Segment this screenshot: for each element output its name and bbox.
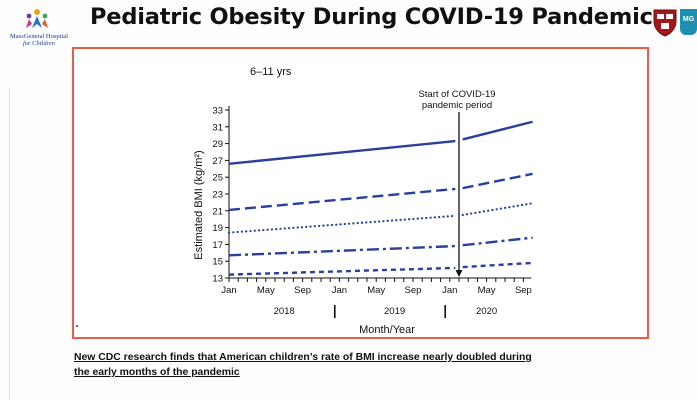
- x-tick-label: May: [478, 285, 496, 296]
- series-line-5-post: [462, 261, 533, 269]
- x-tick-label: Sep: [294, 285, 311, 296]
- footnote-line-2: the early months of the pandemic: [74, 367, 240, 378]
- y-tick-label: 13: [212, 274, 223, 285]
- y-tick-label: 15: [212, 257, 223, 268]
- logo-line-1: MassGeneral Hospital: [10, 33, 68, 40]
- mgh-logo: MG: [680, 9, 697, 35]
- page-title: Pediatric Obesity During COVID-19 Pandem…: [90, 4, 653, 30]
- series-line-1-pre: [228, 139, 456, 165]
- x-tick-label: Jan: [221, 285, 236, 296]
- harvard-shield-icon: [653, 9, 677, 37]
- series-line-3-post: [461, 202, 534, 217]
- year-label: 2020: [476, 306, 497, 317]
- series-line-2-post: [462, 172, 533, 190]
- massgeneral-logo: MassGeneral Hospital for Children: [6, 8, 68, 48]
- children-figures-icon: [26, 9, 48, 28]
- logo-line-2: for Children: [22, 40, 56, 47]
- y-tick-label: 23: [212, 190, 223, 201]
- series-line-5-pre: [228, 266, 456, 276]
- panel-label: 6–11 yrs: [250, 66, 292, 78]
- y-tick-label: 19: [212, 223, 223, 234]
- x-axis-label: Month/Year: [359, 324, 415, 336]
- y-tick-label: 25: [212, 173, 223, 184]
- y-axis-label: Estimated BMI (kg/m²): [193, 150, 205, 259]
- y-tick-label: 21: [212, 206, 223, 217]
- series-line-3-pre: [227, 214, 457, 234]
- annotation-line-1: Start of COVID-19: [418, 89, 495, 100]
- x-tick-label: Jan: [442, 285, 457, 296]
- pandemic-marker-arrowhead: [455, 270, 463, 277]
- series-line-1-post: [462, 120, 533, 141]
- chart-frame: [72, 47, 649, 339]
- series-line-4-pre: [228, 244, 456, 257]
- x-tick-label: May: [367, 285, 385, 296]
- left-divider: [9, 88, 10, 400]
- year-label: 2018: [274, 306, 295, 317]
- series-line-2-pre: [228, 187, 456, 212]
- bmi-line-chart: 6–11 yrs Estimated BMI (kg/m²) Month/Yea…: [193, 66, 534, 336]
- y-tick-label: 27: [212, 156, 223, 167]
- logo-text: MassGeneral Hospital for Children: [6, 33, 72, 47]
- y-tick-label: 17: [212, 240, 223, 251]
- footnote: New CDC research finds that American chi…: [74, 350, 634, 380]
- footnote-line-1: New CDC research finds that American chi…: [74, 352, 532, 363]
- y-tick-label: 31: [212, 122, 223, 133]
- annotation-line-2: pandemic period: [422, 100, 492, 111]
- bullet-dot: [76, 325, 78, 327]
- x-tick-label: Sep: [515, 285, 532, 296]
- series-line-4-post: [462, 236, 533, 247]
- y-tick-label: 29: [212, 139, 223, 150]
- x-tick-label: Jan: [332, 285, 347, 296]
- y-tick-label: 33: [212, 106, 223, 117]
- year-label: 2019: [384, 306, 405, 317]
- x-tick-label: Sep: [405, 285, 422, 296]
- x-tick-label: May: [257, 285, 275, 296]
